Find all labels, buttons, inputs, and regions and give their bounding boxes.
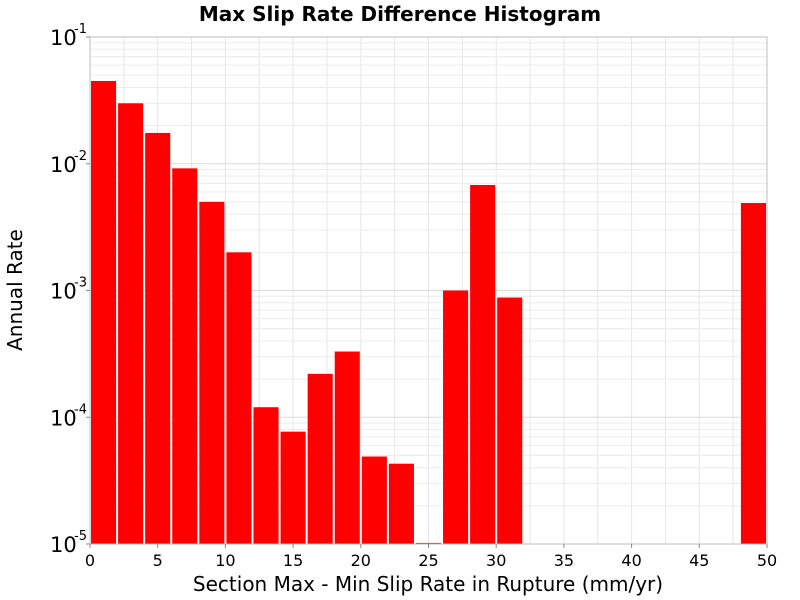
y-tick-label: 10 xyxy=(50,26,77,50)
bar xyxy=(307,373,333,544)
bar xyxy=(145,132,171,544)
bar xyxy=(497,297,523,544)
x-tick-label: 50 xyxy=(757,551,777,570)
bar xyxy=(361,456,387,544)
y-tick-label: 10 xyxy=(50,153,77,177)
y-tick-exponent: -2 xyxy=(74,149,87,164)
x-tick-label: 10 xyxy=(215,551,235,570)
bar xyxy=(199,201,225,544)
y-axis-ticks: 10-110-210-310-410-5 xyxy=(50,22,90,557)
x-tick-label: 30 xyxy=(486,551,506,570)
x-tick-label: 5 xyxy=(153,551,163,570)
bar xyxy=(415,542,442,544)
y-tick-exponent: -4 xyxy=(74,402,87,417)
y-tick-label: 10 xyxy=(50,533,77,557)
x-axis-ticks: 0 5 10 15 20 25 30 35 40 45 50 xyxy=(85,544,777,570)
bar xyxy=(172,168,198,544)
x-tick-label: 35 xyxy=(554,551,574,570)
x-tick-label: 0 xyxy=(85,551,95,570)
bar xyxy=(740,203,766,545)
x-tick-label: 40 xyxy=(621,551,641,570)
bar xyxy=(443,290,469,544)
x-tick-label: 15 xyxy=(283,551,303,570)
x-tick-label: 45 xyxy=(689,551,709,570)
bar xyxy=(118,103,144,545)
x-axis-label: Section Max - Min Slip Rate in Rupture (… xyxy=(193,572,663,596)
y-tick-label: 10 xyxy=(50,280,77,304)
chart-title: Max Slip Rate Difference Histogram xyxy=(199,2,601,26)
y-tick-label: 10 xyxy=(50,406,77,430)
bar xyxy=(226,252,252,544)
x-tick-label: 25 xyxy=(418,551,438,570)
y-axis-label: Annual Rate xyxy=(3,229,27,351)
y-tick-exponent: -5 xyxy=(74,529,87,544)
y-tick-exponent: -3 xyxy=(74,276,87,291)
bars xyxy=(91,80,766,545)
bar xyxy=(280,431,306,544)
y-tick-exponent: -1 xyxy=(74,22,87,37)
bar xyxy=(91,80,117,544)
bar xyxy=(253,407,279,544)
x-tick-label: 20 xyxy=(351,551,371,570)
bar xyxy=(334,351,360,544)
bar xyxy=(470,184,496,544)
bar xyxy=(388,463,414,544)
